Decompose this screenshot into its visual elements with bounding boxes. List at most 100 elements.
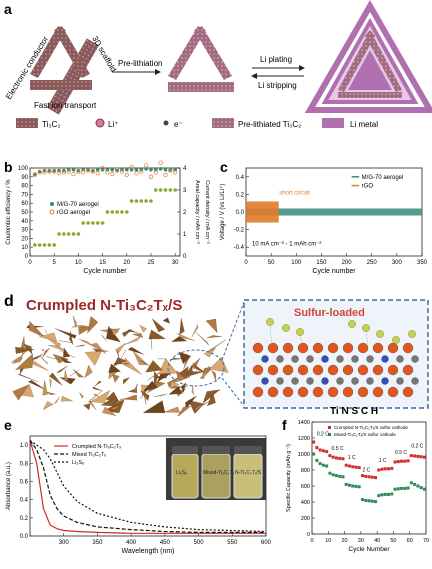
capacity-point-1 [403, 487, 406, 490]
current-density-point [62, 232, 66, 236]
x-axis-title: Cycle number [83, 268, 127, 275]
current-density-point [135, 199, 139, 203]
panel-c-label: c [220, 160, 228, 175]
current-density-point [115, 210, 119, 214]
x-tick-label: 70 [423, 538, 429, 544]
titanium-atom [373, 387, 383, 397]
vial-photo: Li₂S₆ Mixed-Ti₃C₂Tₓ N-Ti₃C₂Tₓ/S [166, 438, 266, 500]
capacity-point-1 [361, 498, 364, 501]
titanium-atom [373, 343, 383, 353]
y-tick-label: 1000 [298, 452, 310, 458]
titanium-atom [343, 365, 353, 375]
capacity-point-0 [394, 461, 397, 464]
carbon-nitrogen-atom [292, 378, 299, 385]
x-tick-label: 25 [148, 260, 155, 266]
y-tick-label: 0.0 [236, 210, 245, 216]
capacity-point-1 [338, 475, 341, 478]
legend-text-1: Mixed Ti₃C₂Tₓ [72, 452, 106, 458]
mg70-point [164, 168, 168, 172]
crumpled-flake [207, 335, 222, 338]
capacity-point-0 [416, 455, 419, 458]
mg70-point [125, 168, 129, 172]
carbon-nitrogen-atom [412, 378, 419, 385]
y-tick-label: 0.4 [20, 498, 29, 504]
crumpled-flake [42, 349, 44, 351]
titanium-atom [283, 365, 293, 375]
panel-f-label: f [282, 417, 287, 433]
y-tick-label: 1400 [298, 420, 310, 426]
mg70-point [96, 168, 100, 172]
capacity-point-1 [397, 487, 400, 490]
capacity-point-1 [381, 493, 384, 496]
titanium-atom [403, 387, 413, 397]
titanium-atom [283, 387, 293, 397]
crumpled-flake [76, 345, 86, 347]
y-tick-label: 50 [21, 210, 28, 216]
legend-marker-0 [328, 426, 331, 429]
carbon-nitrogen-atom [337, 356, 344, 363]
y-tick-label: 600 [301, 484, 310, 490]
crumpled-flake [163, 318, 170, 324]
y-tick-label: 90 [21, 175, 28, 181]
x-tick-label: 0 [28, 260, 32, 266]
capacity-point-1 [354, 485, 357, 488]
carbon-nitrogen-atom [277, 378, 284, 385]
plot-frame [30, 168, 180, 256]
current-density-point [72, 232, 76, 236]
capacity-point-1 [319, 462, 322, 465]
x-tick-label: 500 [194, 540, 205, 546]
capacity-point-0 [368, 475, 371, 478]
y-tick-label: 1200 [298, 436, 310, 442]
capacity-point-1 [420, 486, 423, 489]
capacity-point-0 [387, 467, 390, 470]
panel-b-label: b [4, 160, 13, 175]
titanium-atom [253, 365, 263, 375]
titanium-atom [253, 387, 263, 397]
capacity-point-0 [384, 467, 387, 470]
x-tick-label: 300 [392, 260, 403, 266]
capacity-point-1 [332, 473, 335, 476]
sulfur-atom [266, 318, 274, 326]
sulfur-atom [376, 330, 384, 338]
capacity-point-0 [374, 476, 377, 479]
current-density-point [120, 210, 124, 214]
capacity-point-1 [341, 475, 344, 478]
crumpled-flake [192, 325, 198, 338]
y-tick-label: 200 [301, 516, 310, 522]
y-tick-label: -0.2 [234, 228, 245, 234]
sulfur-loaded-label: Sulfur-loaded [294, 307, 365, 319]
carbon-nitrogen-atom [382, 378, 389, 385]
x-tick-label: 10 [325, 538, 331, 544]
carbon-nitrogen-atom [352, 356, 359, 363]
sulfur-atom [392, 336, 400, 344]
crumpled-flake [63, 348, 70, 357]
current-density-point [173, 188, 177, 192]
y-tick-label: 70 [21, 192, 28, 198]
capacity-point-1 [351, 485, 354, 488]
crumpled-flake [56, 366, 67, 373]
x-tick-label: 40 [374, 538, 380, 544]
crumpled-flake [113, 374, 120, 382]
crumpled-flake [132, 333, 143, 338]
crumpled-flake [209, 357, 228, 372]
crumpled-flake [133, 384, 137, 393]
capacity-point-1 [423, 488, 426, 491]
y-axis-title: Coulombic efficiency / % [6, 179, 12, 245]
legend-rgo-marker [50, 210, 54, 214]
panel-a: a Electronic conductor 3D scaffold Fast … [0, 0, 432, 140]
current-density-point [43, 243, 47, 247]
rate-label: 0.2 C [317, 432, 329, 438]
titanium-atom [343, 343, 353, 353]
fast-ion-transport-label: Fast ion transport [34, 101, 97, 110]
capacity-point-0 [312, 441, 315, 444]
y-tick-label: 0.0 [20, 534, 29, 540]
li-plating-label: Li plating [260, 55, 292, 64]
capacity-point-1 [312, 453, 315, 456]
titanium-atom [253, 343, 263, 353]
panel-a-label: a [4, 1, 12, 17]
capacity-point-1 [377, 494, 380, 497]
x-tick-label: 350 [92, 540, 103, 546]
carbon-nitrogen-atom [307, 378, 314, 385]
